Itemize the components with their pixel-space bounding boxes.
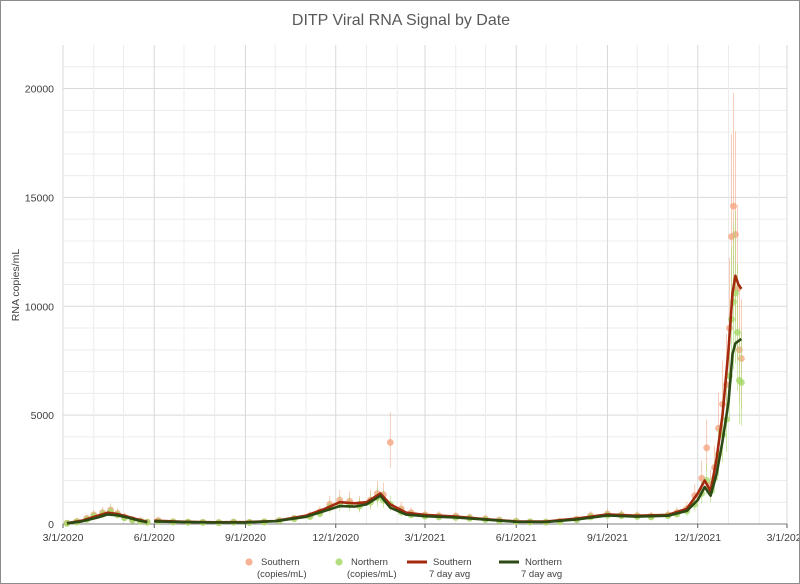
data-point: [386, 438, 394, 446]
data-lines: [66, 274, 743, 525]
legend-label: Northern: [351, 557, 388, 568]
legend-marker: [335, 558, 343, 566]
x-tick-label: 12/1/2021: [674, 532, 721, 544]
x-tick-label: 6/1/2020: [134, 532, 175, 544]
legend-label: Northern: [525, 557, 562, 568]
y-tick-label: 0: [48, 519, 54, 531]
legend-label: 7 day avg: [521, 569, 562, 580]
y-axis-label: RNA copies/mL: [10, 249, 22, 322]
legend-label: Southern: [261, 557, 300, 568]
series-line: [66, 513, 148, 525]
x-tick-label: 6/1/2021: [496, 532, 537, 544]
series-line: [154, 274, 743, 524]
x-tick-label: 3/1/2020: [43, 532, 84, 544]
x-tick-label: 12/1/2020: [312, 532, 359, 544]
data-point: [703, 444, 711, 452]
x-axis-ticks: 3/1/2020 6/1/2020 9/1/2020 12/1/2020 3/1/202…: [43, 524, 799, 544]
legend-label: (copies/mL): [347, 569, 397, 580]
y-tick-label: 5000: [31, 410, 55, 422]
y-tick-label: 20000: [25, 84, 54, 96]
data-points: [63, 93, 745, 527]
y-tick-label: 10000: [25, 301, 54, 313]
legend-label: (copies/mL): [257, 569, 307, 580]
chart-title: DITP Viral RNA Signal by Date: [292, 12, 510, 29]
x-tick-label: 9/1/2020: [225, 532, 266, 544]
y-axis-ticks: 0 5000 10000 15000 20000: [25, 84, 54, 531]
data-point: [737, 379, 745, 386]
legend-label: Southern: [433, 557, 472, 568]
x-tick-label: 9/1/2021: [587, 532, 628, 544]
grid: [62, 45, 788, 525]
x-tick-label: 3/1/2021: [405, 532, 446, 544]
series-line: [154, 337, 743, 524]
legend-label: 7 day avg: [429, 569, 470, 580]
legend-marker: [245, 558, 253, 566]
x-tick-label: 3/1/2022: [767, 532, 799, 544]
y-tick-label: 15000: [25, 192, 54, 204]
legend: Southern(copies/mL)Northern(copies/mL)So…: [245, 557, 562, 580]
